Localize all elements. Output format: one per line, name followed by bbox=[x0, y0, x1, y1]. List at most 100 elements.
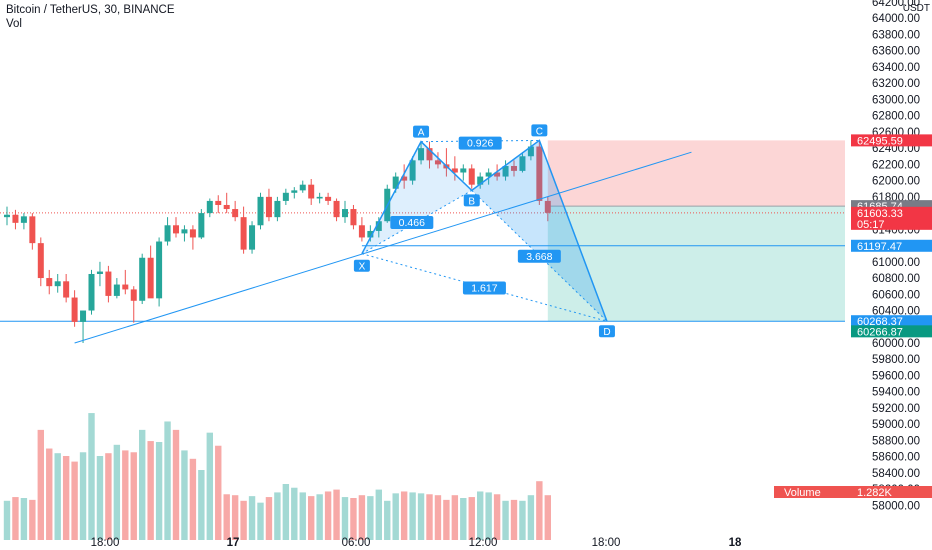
volume-bar bbox=[3, 500, 11, 540]
y-tick-label: 63800.00 bbox=[872, 29, 920, 41]
price-tag-bg bbox=[851, 134, 932, 147]
y-tick-label: 60400.00 bbox=[872, 306, 920, 318]
volume-bar bbox=[324, 491, 332, 540]
volume-tag-label: Volume bbox=[784, 487, 821, 499]
volume-bar bbox=[400, 491, 408, 540]
volume-bar bbox=[79, 452, 87, 540]
candle-body bbox=[130, 289, 137, 301]
volume-bar bbox=[257, 502, 264, 540]
volume-bar bbox=[477, 491, 484, 540]
price-tags: 62495.5961685.7461603.3305:1761197.47602… bbox=[774, 134, 932, 499]
volume-bar bbox=[105, 453, 112, 540]
volume-bar bbox=[358, 495, 366, 540]
pattern-point-label: C bbox=[536, 126, 543, 137]
candle-body bbox=[333, 200, 340, 218]
price-tag-text: 62495.59 bbox=[857, 135, 903, 147]
candles bbox=[4, 140, 551, 344]
ratio-label-text: 3.668 bbox=[526, 251, 552, 263]
pattern-point-x: X bbox=[353, 259, 370, 273]
x-axis[interactable]: 18:00 17 06:00 12:00 18:00 18 bbox=[91, 537, 742, 549]
y-tick-label: 63400.00 bbox=[872, 62, 920, 74]
candle-body bbox=[350, 209, 357, 226]
harmonic-pattern[interactable]: 0.926 0.466 3.668 1.617 X A B C D bbox=[74, 124, 692, 344]
pattern-point-bg bbox=[598, 325, 615, 338]
price-tag-text: 05:17 bbox=[857, 219, 885, 231]
candle-body bbox=[265, 196, 272, 218]
y-tick-label: 62800.00 bbox=[872, 111, 920, 123]
candle-body bbox=[96, 271, 103, 274]
candle-body bbox=[29, 216, 36, 244]
volume-bars bbox=[3, 413, 551, 540]
volume-bar bbox=[460, 498, 467, 540]
y-axis[interactable]: 64200.00 64000.00 63800.00 63600.00 63400.00… bbox=[872, 0, 920, 512]
y-tick-label: 59000.00 bbox=[872, 419, 920, 431]
volume-bar bbox=[493, 494, 501, 540]
volume-bar bbox=[206, 432, 213, 540]
volume-bar bbox=[240, 500, 247, 540]
price-tag-text: 61603.33 bbox=[857, 208, 903, 220]
candle-body bbox=[54, 281, 61, 287]
volume-bar bbox=[502, 500, 509, 540]
candle-body bbox=[189, 229, 196, 238]
pattern-triangle-xab bbox=[361, 141, 472, 254]
candle-body bbox=[367, 230, 374, 238]
pattern-point-b: B bbox=[463, 194, 480, 207]
volume-bar bbox=[54, 453, 61, 540]
volume-bar bbox=[248, 496, 256, 540]
volume-bar bbox=[367, 496, 374, 540]
volume-bar bbox=[282, 484, 290, 540]
candle-body bbox=[485, 172, 492, 177]
stop-loss-zone bbox=[547, 140, 845, 207]
volume-bar bbox=[96, 456, 104, 540]
pattern-point-bg bbox=[413, 125, 430, 138]
y-tick-label: 59600.00 bbox=[872, 370, 920, 382]
price-tag: 05:17 bbox=[851, 217, 932, 231]
volume-bar bbox=[350, 498, 357, 540]
y-tick-label: 58000.00 bbox=[872, 500, 920, 512]
price-tag-bg bbox=[851, 206, 932, 219]
price-tag-text: 61197.47 bbox=[857, 241, 902, 253]
x-tick-label: 06:00 bbox=[342, 537, 371, 549]
ratio-label: 0.926 bbox=[458, 136, 502, 150]
symbol-title[interactable]: Bitcoin / TetherUS, 30, BINANCE bbox=[6, 4, 175, 16]
volume-bar bbox=[88, 413, 95, 540]
indicator-name[interactable]: Vol bbox=[6, 18, 22, 30]
candle-body bbox=[342, 209, 348, 218]
volume-bar bbox=[231, 495, 239, 540]
candle-body bbox=[358, 225, 365, 238]
pattern-point-label: X bbox=[359, 262, 366, 273]
volume-bar bbox=[291, 487, 298, 540]
take-profit-zone bbox=[547, 206, 845, 322]
pattern-point-label: A bbox=[418, 128, 425, 139]
volume-bar bbox=[181, 450, 188, 540]
price-tag: 61603.33 bbox=[851, 206, 932, 220]
y-tick-label: 58800.00 bbox=[872, 435, 920, 447]
pattern-ratio-line bbox=[471, 190, 608, 322]
candle-body bbox=[477, 176, 484, 185]
y-tick-label: 63600.00 bbox=[872, 46, 920, 58]
volume-bar bbox=[12, 497, 19, 540]
y-tick-label: 62000.00 bbox=[872, 176, 920, 188]
candle-body bbox=[299, 184, 306, 191]
candle-body bbox=[316, 196, 323, 199]
ratio-label-text: 1.617 bbox=[471, 282, 497, 294]
candle-body bbox=[105, 271, 112, 296]
candle-body bbox=[37, 243, 44, 279]
candle-body bbox=[291, 190, 298, 193]
ratio-label-text: 0.926 bbox=[467, 138, 493, 150]
volume-bar bbox=[20, 498, 28, 540]
y-tick-label: 60800.00 bbox=[872, 273, 920, 285]
candle-body bbox=[451, 168, 458, 173]
candle-body bbox=[418, 148, 425, 161]
pattern-ratio-line bbox=[361, 189, 472, 255]
pattern-point-label: D bbox=[603, 327, 610, 338]
candle-body bbox=[494, 172, 501, 177]
volume-bar bbox=[215, 445, 222, 540]
y-tick-label: 63200.00 bbox=[872, 78, 920, 90]
candle-body bbox=[198, 213, 205, 238]
volume-bar bbox=[341, 497, 349, 540]
volume-tag-bg bbox=[774, 486, 932, 498]
candle-body bbox=[308, 184, 315, 199]
